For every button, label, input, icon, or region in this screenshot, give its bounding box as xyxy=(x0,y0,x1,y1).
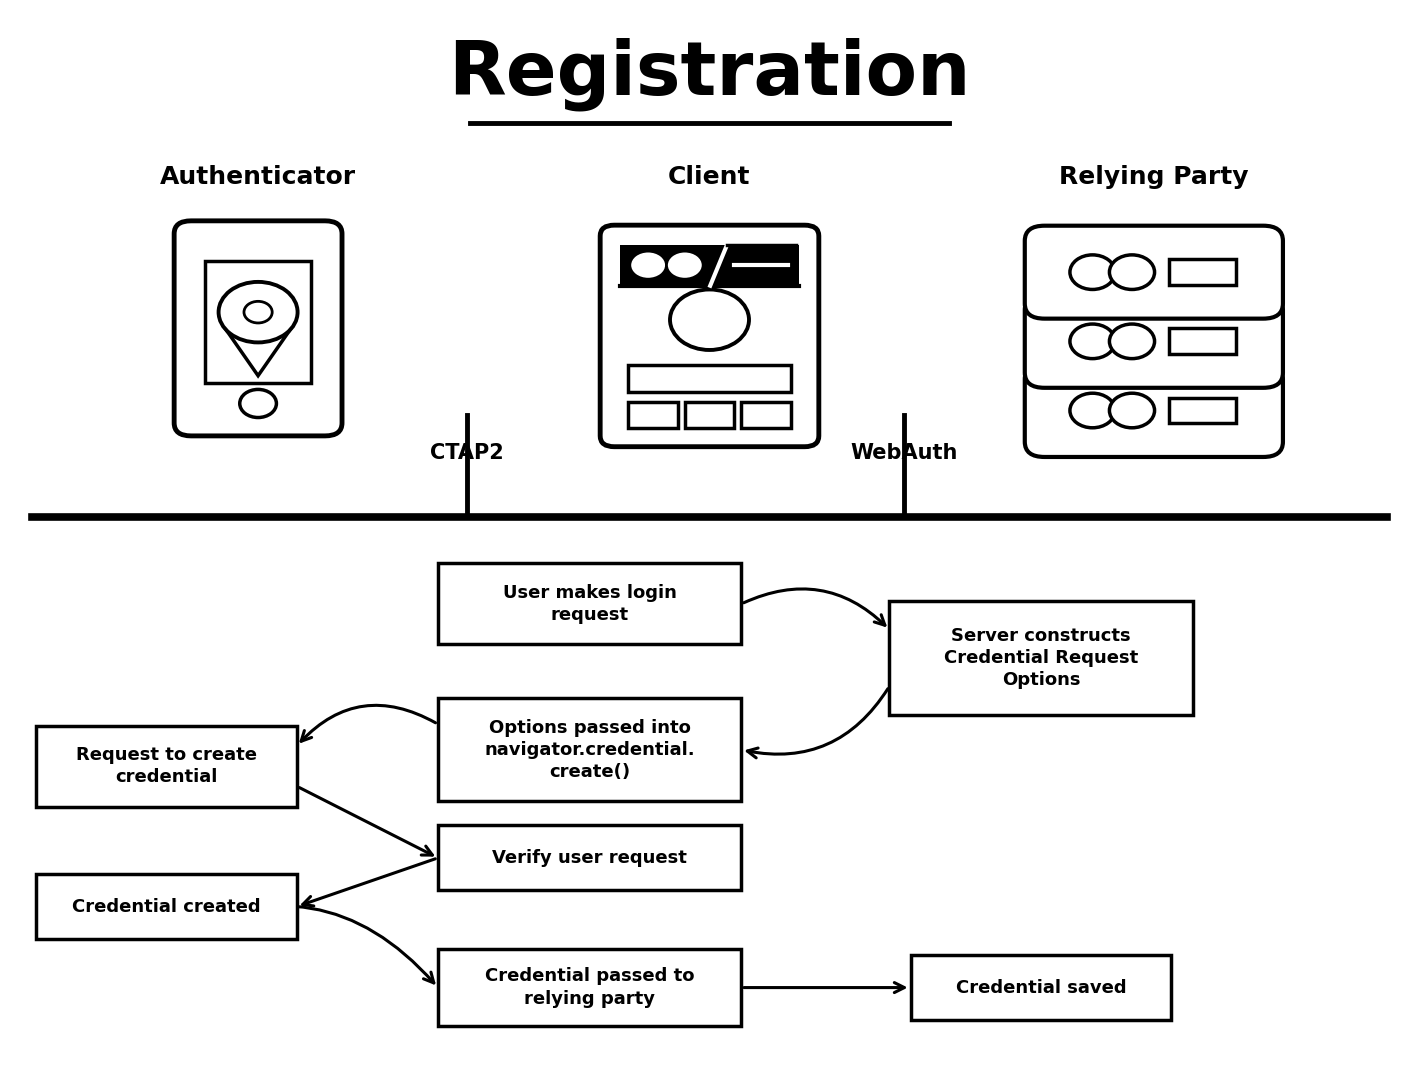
Circle shape xyxy=(1070,255,1115,290)
Circle shape xyxy=(240,390,277,417)
Circle shape xyxy=(244,302,272,323)
FancyBboxPatch shape xyxy=(1025,295,1283,388)
Bar xyxy=(438,825,741,891)
Text: Client: Client xyxy=(668,166,751,189)
Circle shape xyxy=(1110,255,1155,290)
Circle shape xyxy=(670,290,749,350)
FancyBboxPatch shape xyxy=(600,225,819,446)
Text: User makes login
request: User makes login request xyxy=(502,584,677,624)
FancyBboxPatch shape xyxy=(1025,364,1283,457)
Bar xyxy=(911,955,1172,1020)
Bar xyxy=(1169,259,1236,285)
Bar xyxy=(35,874,297,939)
Bar xyxy=(890,601,1192,714)
Text: Relying Party: Relying Party xyxy=(1059,166,1249,189)
Text: Options passed into
navigator.credential.
create(): Options passed into navigator.credential… xyxy=(484,719,695,781)
Circle shape xyxy=(1070,393,1115,428)
Bar xyxy=(741,402,790,428)
Circle shape xyxy=(1110,325,1155,358)
Circle shape xyxy=(219,282,298,342)
Bar xyxy=(438,949,741,1027)
Bar xyxy=(685,402,734,428)
Text: Credential created: Credential created xyxy=(72,897,261,916)
Text: Registration: Registration xyxy=(448,38,971,111)
Text: Credential saved: Credential saved xyxy=(955,979,1127,996)
Text: Authenticator: Authenticator xyxy=(160,166,356,189)
Polygon shape xyxy=(227,330,289,376)
Text: Verify user request: Verify user request xyxy=(492,849,687,867)
FancyBboxPatch shape xyxy=(1025,225,1283,319)
Bar xyxy=(438,563,741,645)
Bar xyxy=(620,245,799,285)
Circle shape xyxy=(1110,393,1155,428)
Circle shape xyxy=(667,252,704,279)
Text: Credential passed to
relying party: Credential passed to relying party xyxy=(485,967,694,1007)
Bar xyxy=(35,725,297,807)
Text: CTAP2: CTAP2 xyxy=(430,442,504,463)
Bar xyxy=(1169,329,1236,354)
Bar xyxy=(1169,397,1236,424)
FancyBboxPatch shape xyxy=(175,221,342,436)
Text: WebAuth: WebAuth xyxy=(850,442,958,463)
Bar xyxy=(629,402,678,428)
Text: Server constructs
Credential Request
Options: Server constructs Credential Request Opt… xyxy=(944,627,1138,689)
Bar xyxy=(629,365,790,392)
Circle shape xyxy=(630,252,667,279)
Circle shape xyxy=(1070,325,1115,358)
Bar xyxy=(438,698,741,802)
Text: Request to create
credential: Request to create credential xyxy=(75,746,257,786)
Bar xyxy=(206,261,311,383)
